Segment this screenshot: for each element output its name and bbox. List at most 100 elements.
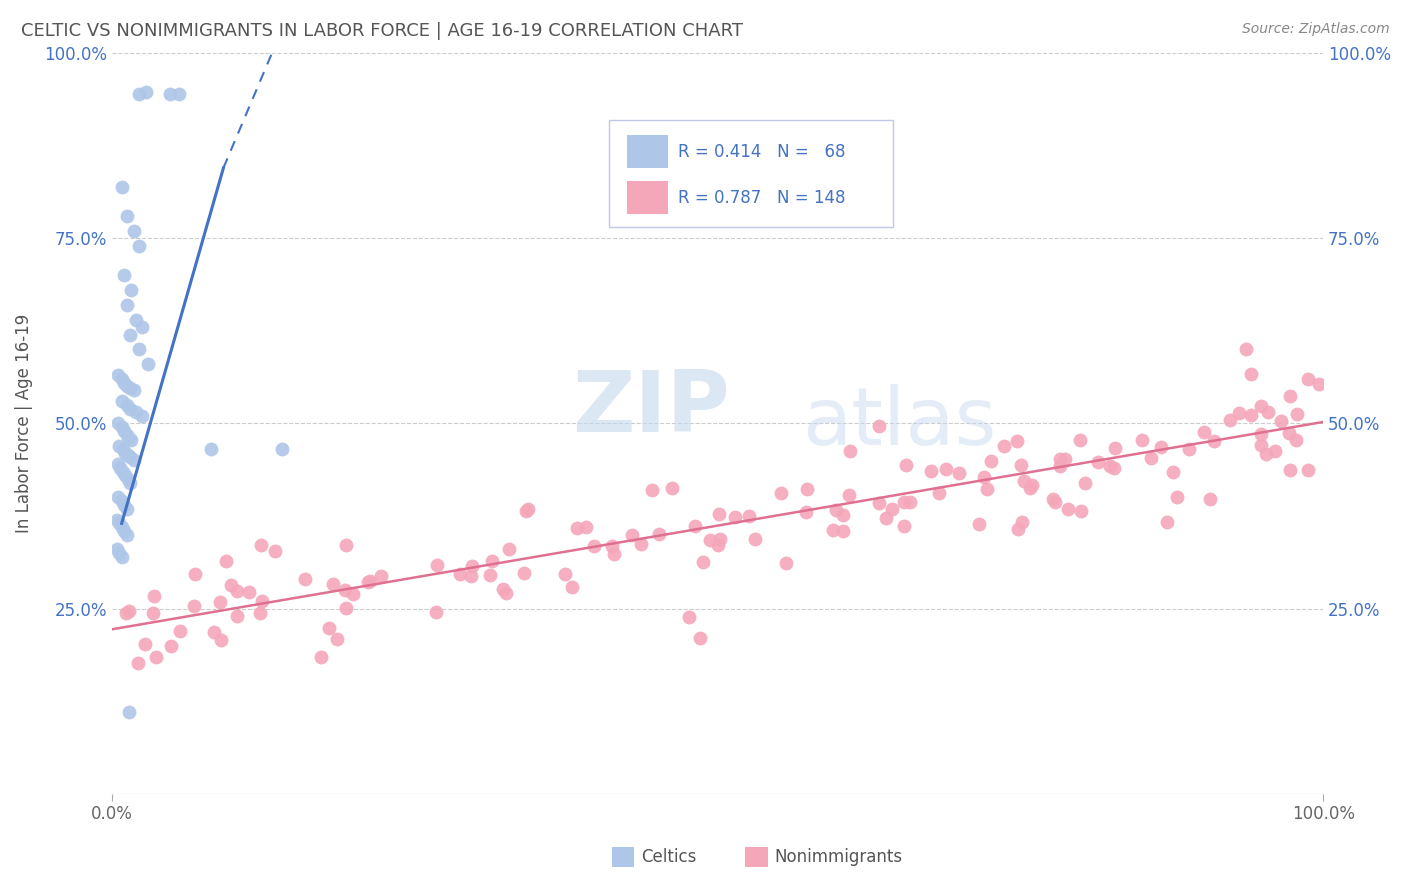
Point (993, 439, 1015, 453)
Point (1021, 478, 1043, 492)
Point (1204, 434, 1226, 449)
Point (794, 505, 817, 519)
Point (868, 419, 890, 434)
Point (620, 528, 643, 542)
Point (1264, 444, 1286, 458)
Point (1042, 491, 1064, 506)
Point (111, 372, 134, 386)
Point (948, 467, 970, 481)
Point (554, 566, 576, 581)
Point (112, 524, 135, 538)
Point (1194, 425, 1216, 439)
Point (105, 513, 128, 527)
Point (1053, 452, 1076, 467)
Point (707, 507, 730, 521)
Point (115, 427, 138, 442)
Point (460, 568, 482, 582)
Point (118, 604, 141, 618)
Point (359, 574, 381, 588)
Point (294, 572, 316, 586)
Point (111, 394, 134, 409)
Point (214, 554, 236, 568)
Point (134, 637, 156, 651)
Point (117, 448, 139, 462)
Point (699, 533, 721, 548)
Point (770, 485, 793, 500)
Point (796, 482, 818, 496)
Point (1308, 376, 1330, 391)
Point (561, 580, 583, 594)
Text: CELTIC VS NONIMMIGRANTS IN LABOR FORCE | AGE 16-19 CORRELATION CHART: CELTIC VS NONIMMIGRANTS IN LABOR FORCE |… (21, 22, 744, 40)
Point (326, 632, 349, 647)
Point (250, 538, 273, 552)
Point (120, 450, 142, 464)
Point (582, 539, 605, 553)
Point (167, 87, 190, 101)
Point (513, 566, 536, 581)
Point (131, 409, 153, 423)
Point (1007, 522, 1029, 536)
Point (832, 508, 855, 522)
Point (1250, 400, 1272, 414)
Point (249, 607, 271, 621)
Point (335, 583, 357, 598)
Point (689, 631, 711, 645)
Point (142, 606, 165, 620)
Text: ZIP: ZIP (572, 368, 730, 450)
Point (120, 475, 142, 490)
Point (120, 401, 142, 416)
Point (209, 632, 232, 647)
Point (724, 510, 747, 524)
Point (707, 538, 730, 552)
Point (335, 601, 357, 615)
Point (839, 443, 862, 458)
Point (115, 209, 138, 223)
Point (744, 532, 766, 546)
Point (105, 542, 128, 557)
Text: Source: ZipAtlas.com: Source: ZipAtlas.com (1241, 22, 1389, 37)
Point (202, 624, 225, 639)
Point (1011, 515, 1033, 529)
Point (159, 87, 181, 101)
Point (131, 320, 153, 334)
Point (893, 495, 915, 509)
Point (1296, 463, 1319, 477)
Point (1087, 455, 1109, 469)
Point (1049, 452, 1071, 467)
Point (1049, 459, 1071, 474)
Point (342, 587, 364, 601)
Point (107, 457, 129, 471)
Point (1166, 491, 1188, 505)
Point (641, 483, 664, 497)
Point (976, 482, 998, 496)
Point (112, 424, 135, 438)
Point (898, 494, 921, 508)
Point (114, 446, 136, 460)
Point (1074, 475, 1097, 490)
FancyBboxPatch shape (627, 181, 668, 214)
Point (685, 519, 707, 533)
Point (647, 527, 669, 541)
Point (118, 431, 141, 445)
Point (111, 520, 134, 534)
Point (1250, 427, 1272, 442)
Point (498, 542, 520, 557)
Point (935, 461, 957, 475)
Point (678, 610, 700, 624)
Point (115, 501, 138, 516)
Point (183, 599, 205, 613)
Point (1069, 433, 1091, 447)
Point (318, 621, 340, 635)
Point (114, 606, 136, 620)
Point (120, 283, 142, 297)
Point (111, 549, 134, 564)
Point (108, 439, 131, 453)
Point (1161, 465, 1184, 479)
Point (775, 556, 797, 570)
Point (1277, 426, 1299, 441)
Point (117, 472, 139, 486)
Point (928, 486, 950, 500)
Point (603, 547, 626, 561)
Point (709, 532, 731, 546)
Point (1178, 442, 1201, 456)
